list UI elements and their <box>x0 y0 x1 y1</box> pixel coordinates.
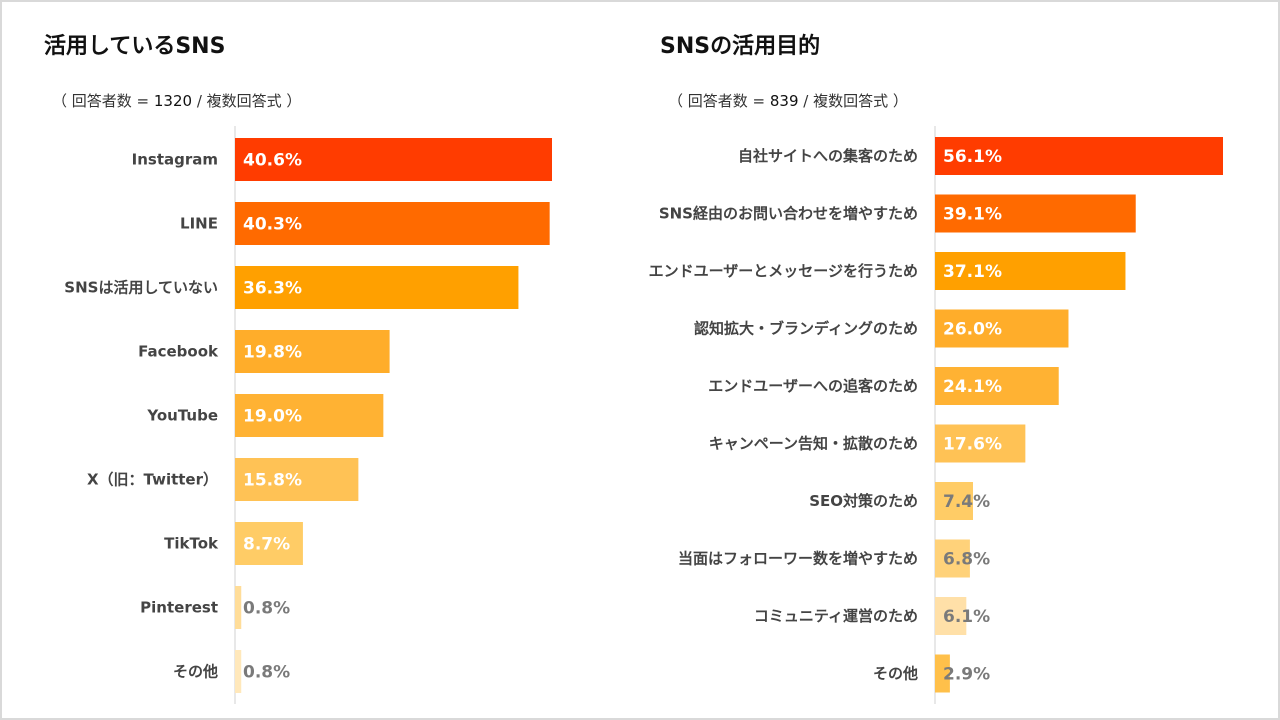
left-category-label: X（旧：Twitter） <box>87 471 218 489</box>
left-category-label: Instagram <box>132 151 218 169</box>
left-category-label: Facebook <box>138 343 219 361</box>
right-bar <box>935 194 1136 233</box>
right-category-label: その他 <box>873 665 918 683</box>
left-category-label: TikTok <box>164 535 219 553</box>
right-data-label: 37.1% <box>943 262 1002 282</box>
right-data-label: 17.6% <box>943 435 1002 455</box>
left-bar <box>235 650 242 693</box>
left-subtitle-prefix: （ 回答者数 = <box>52 92 154 110</box>
left-data-label: 0.8% <box>243 599 290 619</box>
left-data-label: 19.0% <box>243 407 302 427</box>
right-data-label: 56.1% <box>943 147 1002 167</box>
right-data-label: 24.1% <box>943 377 1002 397</box>
left-respondent-count: 1320 <box>153 92 193 110</box>
right-bar <box>935 137 1223 175</box>
right-bar <box>935 424 1026 463</box>
right-category-label: エンドユーザーへの追客のため <box>708 377 918 395</box>
right-data-label: 39.1% <box>943 205 1002 225</box>
right-category-label: SNS経由のお問い合わせを増やすため <box>659 205 918 223</box>
right-chart-subtitle: （ 回答者数 = 839 / 複数回答式 ） <box>668 90 908 111</box>
right-data-label: 26.0% <box>943 320 1002 340</box>
right-category-label: 自社サイトへの集客のため <box>738 147 918 165</box>
left-data-label: 19.8% <box>243 343 302 363</box>
left-chart-title: 活用しているSNS <box>44 34 226 59</box>
left-category-label: LINE <box>180 215 218 233</box>
left-category-label: SNSは活用していない <box>64 279 218 297</box>
right-bar <box>935 309 1069 348</box>
right-category-label: エンドユーザーとメッセージを行うため <box>649 262 918 280</box>
right-subtitle-prefix: （ 回答者数 = <box>668 92 770 110</box>
right-data-label: 6.1% <box>943 607 990 627</box>
left-category-label: YouTube <box>146 407 218 425</box>
left-subtitle-suffix: / 複数回答式 ） <box>192 92 302 110</box>
right-bar <box>935 654 950 693</box>
left-bar <box>235 586 242 629</box>
left-category-label: Pinterest <box>140 599 218 617</box>
left-bar <box>235 266 519 309</box>
right-bar <box>935 252 1126 290</box>
right-category-label: 認知拡大・ブランディングのため <box>694 320 918 338</box>
left-data-label: 36.3% <box>243 279 302 299</box>
right-data-label: 2.9% <box>943 665 990 685</box>
right-subtitle-suffix: / 複数回答式 ） <box>798 92 908 110</box>
right-chart-title: SNSの活用目的 <box>660 34 821 59</box>
right-category-label: コミュニティ運営のため <box>754 607 918 625</box>
left-data-label: 15.8% <box>243 471 302 491</box>
left-bar <box>235 458 359 501</box>
left-data-label: 0.8% <box>243 663 290 683</box>
left-bar <box>235 522 303 565</box>
right-bar <box>935 539 970 578</box>
left-data-label: 40.6% <box>243 151 302 171</box>
left-bar <box>235 330 390 373</box>
left-data-label: 8.7% <box>243 535 290 555</box>
left-bar <box>235 394 384 437</box>
right-category-label: SEO対策のため <box>809 492 918 510</box>
right-data-label: 7.4% <box>943 492 990 512</box>
left-data-label: 40.3% <box>243 215 302 235</box>
left-category-label: その他 <box>173 663 218 681</box>
right-respondent-count: 839 <box>769 92 799 110</box>
left-bar <box>235 138 552 181</box>
left-bar <box>235 202 550 245</box>
right-bar <box>935 482 973 520</box>
right-category-label: キャンペーン告知・拡散のため <box>709 435 918 453</box>
right-bar <box>935 367 1059 405</box>
left-chart-subtitle: （ 回答者数 = 1320 / 複数回答式 ） <box>52 90 301 111</box>
right-data-label: 6.8% <box>943 550 990 570</box>
right-bar <box>935 597 967 635</box>
right-category-label: 当面はフォローワー数を増やすため <box>678 550 918 568</box>
